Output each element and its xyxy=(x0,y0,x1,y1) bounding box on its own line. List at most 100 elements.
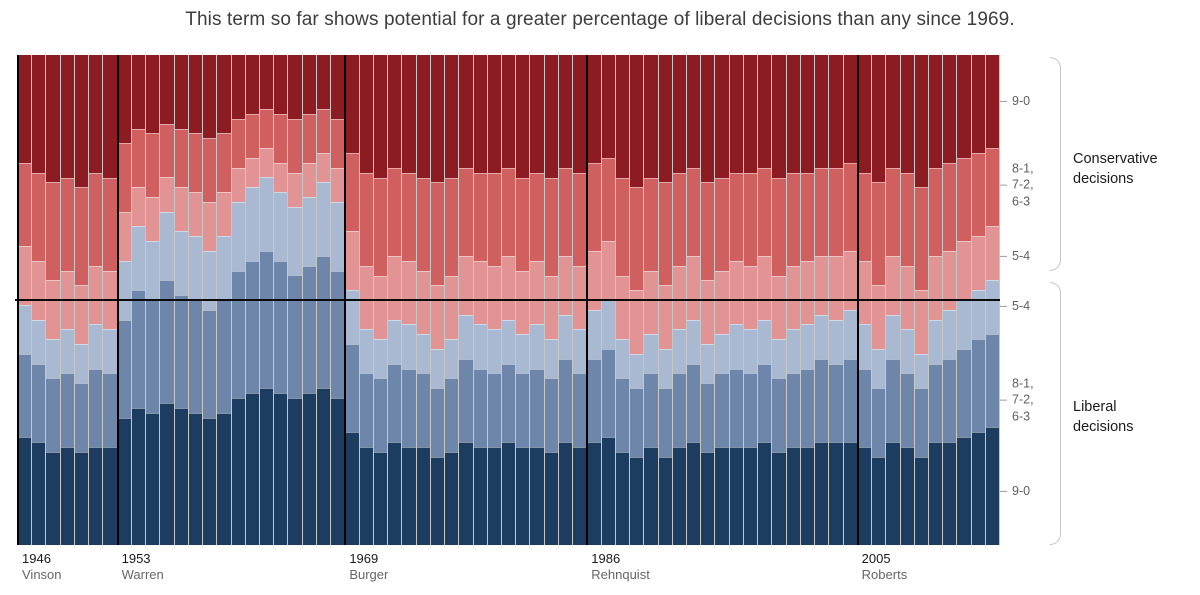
segment-con_90 xyxy=(957,55,971,158)
segment-con_mid xyxy=(715,177,729,271)
segment-lib_mid xyxy=(274,260,288,394)
segment-lib_90 xyxy=(288,397,302,545)
term-bar-1959 xyxy=(203,55,218,545)
segment-lib_54 xyxy=(843,309,857,359)
segment-con_mid xyxy=(46,182,60,281)
segment-lib_90 xyxy=(345,432,359,545)
segment-lib_90 xyxy=(886,442,900,545)
segment-con_mid xyxy=(558,167,573,256)
segment-con_54 xyxy=(857,260,872,325)
segment-lib_90 xyxy=(459,442,473,545)
segment-con_54 xyxy=(516,270,530,335)
segment-lib_54 xyxy=(558,314,573,359)
segment-con_90 xyxy=(103,55,117,178)
segment-lib_54 xyxy=(416,334,430,374)
segment-con_54 xyxy=(914,290,928,354)
segment-con_90 xyxy=(886,55,900,168)
segment-con_90 xyxy=(445,55,459,178)
segment-lib_54 xyxy=(886,314,900,359)
term-bar-1970 xyxy=(359,55,374,545)
segment-con_mid xyxy=(687,167,701,256)
segment-con_90 xyxy=(146,55,160,134)
segment-con_54 xyxy=(886,255,900,315)
segment-con_90 xyxy=(345,55,359,153)
segment-con_90 xyxy=(872,55,886,183)
segment-lib_mid xyxy=(302,265,316,394)
segment-lib_54 xyxy=(815,314,829,359)
term-bar-1949 xyxy=(60,55,75,545)
segment-con_mid xyxy=(231,118,245,168)
segment-lib_54 xyxy=(800,324,815,369)
term-bar-1993 xyxy=(687,55,702,545)
segment-lib_54 xyxy=(473,324,487,369)
term-bar-1963 xyxy=(259,55,275,545)
segment-lib_mid xyxy=(117,319,131,418)
segment-lib_mid xyxy=(416,373,430,447)
segment-lib_90 xyxy=(331,397,345,545)
segment-con_54 xyxy=(131,187,146,227)
segment-con_90 xyxy=(786,55,800,173)
segment-con_mid xyxy=(18,162,32,247)
chart-area xyxy=(15,55,1001,545)
segment-lib_mid xyxy=(459,358,473,443)
segment-lib_mid xyxy=(886,358,900,443)
segment-con_90 xyxy=(331,55,345,119)
segment-lib_mid xyxy=(701,383,715,452)
segment-con_mid xyxy=(402,172,416,261)
segment-lib_mid xyxy=(914,388,928,457)
segment-lib_54 xyxy=(373,339,388,379)
segment-con_mid xyxy=(445,177,459,276)
segment-con_54 xyxy=(274,162,288,193)
segment-lib_54 xyxy=(786,329,800,374)
segment-lib_mid xyxy=(687,363,701,443)
segment-lib_90 xyxy=(74,451,89,545)
segment-con_54 xyxy=(359,265,373,330)
segment-lib_90 xyxy=(160,402,174,545)
segment-lib_mid xyxy=(445,378,459,452)
segment-con_mid xyxy=(331,118,345,168)
segment-con_54 xyxy=(231,167,245,202)
segment-lib_mid xyxy=(103,373,117,447)
segment-lib_54 xyxy=(103,329,117,374)
segment-con_90 xyxy=(217,55,231,134)
segment-lib_54 xyxy=(388,319,402,364)
segment-con_90 xyxy=(402,55,416,173)
liberal-decisions-label: Liberal decisions xyxy=(1073,399,1134,436)
era-divider-roberts xyxy=(856,55,859,545)
segment-con_54 xyxy=(943,250,957,310)
segment-con_54 xyxy=(32,260,46,320)
segment-lib_54 xyxy=(929,319,943,364)
segment-con_mid xyxy=(245,113,259,158)
segment-lib_54 xyxy=(573,329,587,374)
segment-con_90 xyxy=(601,55,615,158)
tick-label: 8-1, 7-2, 6-3 xyxy=(1012,376,1034,424)
segment-con_mid xyxy=(430,182,445,286)
segment-con_mid xyxy=(772,177,786,276)
segment-con_mid xyxy=(501,167,516,256)
segment-lib_90 xyxy=(957,437,971,545)
segment-lib_mid xyxy=(345,344,359,433)
segment-lib_90 xyxy=(274,393,288,545)
era-label-vinson: 1946 Vinson xyxy=(22,551,62,582)
era-chief: Burger xyxy=(349,567,389,582)
segment-lib_54 xyxy=(772,339,786,379)
term-bar-1976 xyxy=(445,55,460,545)
segment-lib_90 xyxy=(430,456,445,545)
segment-lib_54 xyxy=(160,211,174,281)
era-label-rehnquist: 1986 Rehnquist xyxy=(591,551,650,582)
era-divider-rehnquist xyxy=(586,55,589,545)
segment-con_90 xyxy=(188,55,203,134)
segment-con_90 xyxy=(815,55,829,168)
segment-lib_54 xyxy=(316,182,331,256)
segment-lib_mid xyxy=(829,363,843,443)
segment-lib_mid xyxy=(60,373,74,447)
segment-con_54 xyxy=(587,250,601,310)
right-axis-tick-1: 8-1, 7-2, 6-3 xyxy=(1000,161,1034,210)
segment-con_mid xyxy=(459,167,473,256)
segment-con_90 xyxy=(32,55,46,173)
segment-con_54 xyxy=(174,187,188,232)
segment-lib_90 xyxy=(872,456,886,545)
term-bar-1974 xyxy=(416,55,431,545)
segment-lib_mid xyxy=(971,339,985,433)
segment-lib_54 xyxy=(117,260,131,320)
